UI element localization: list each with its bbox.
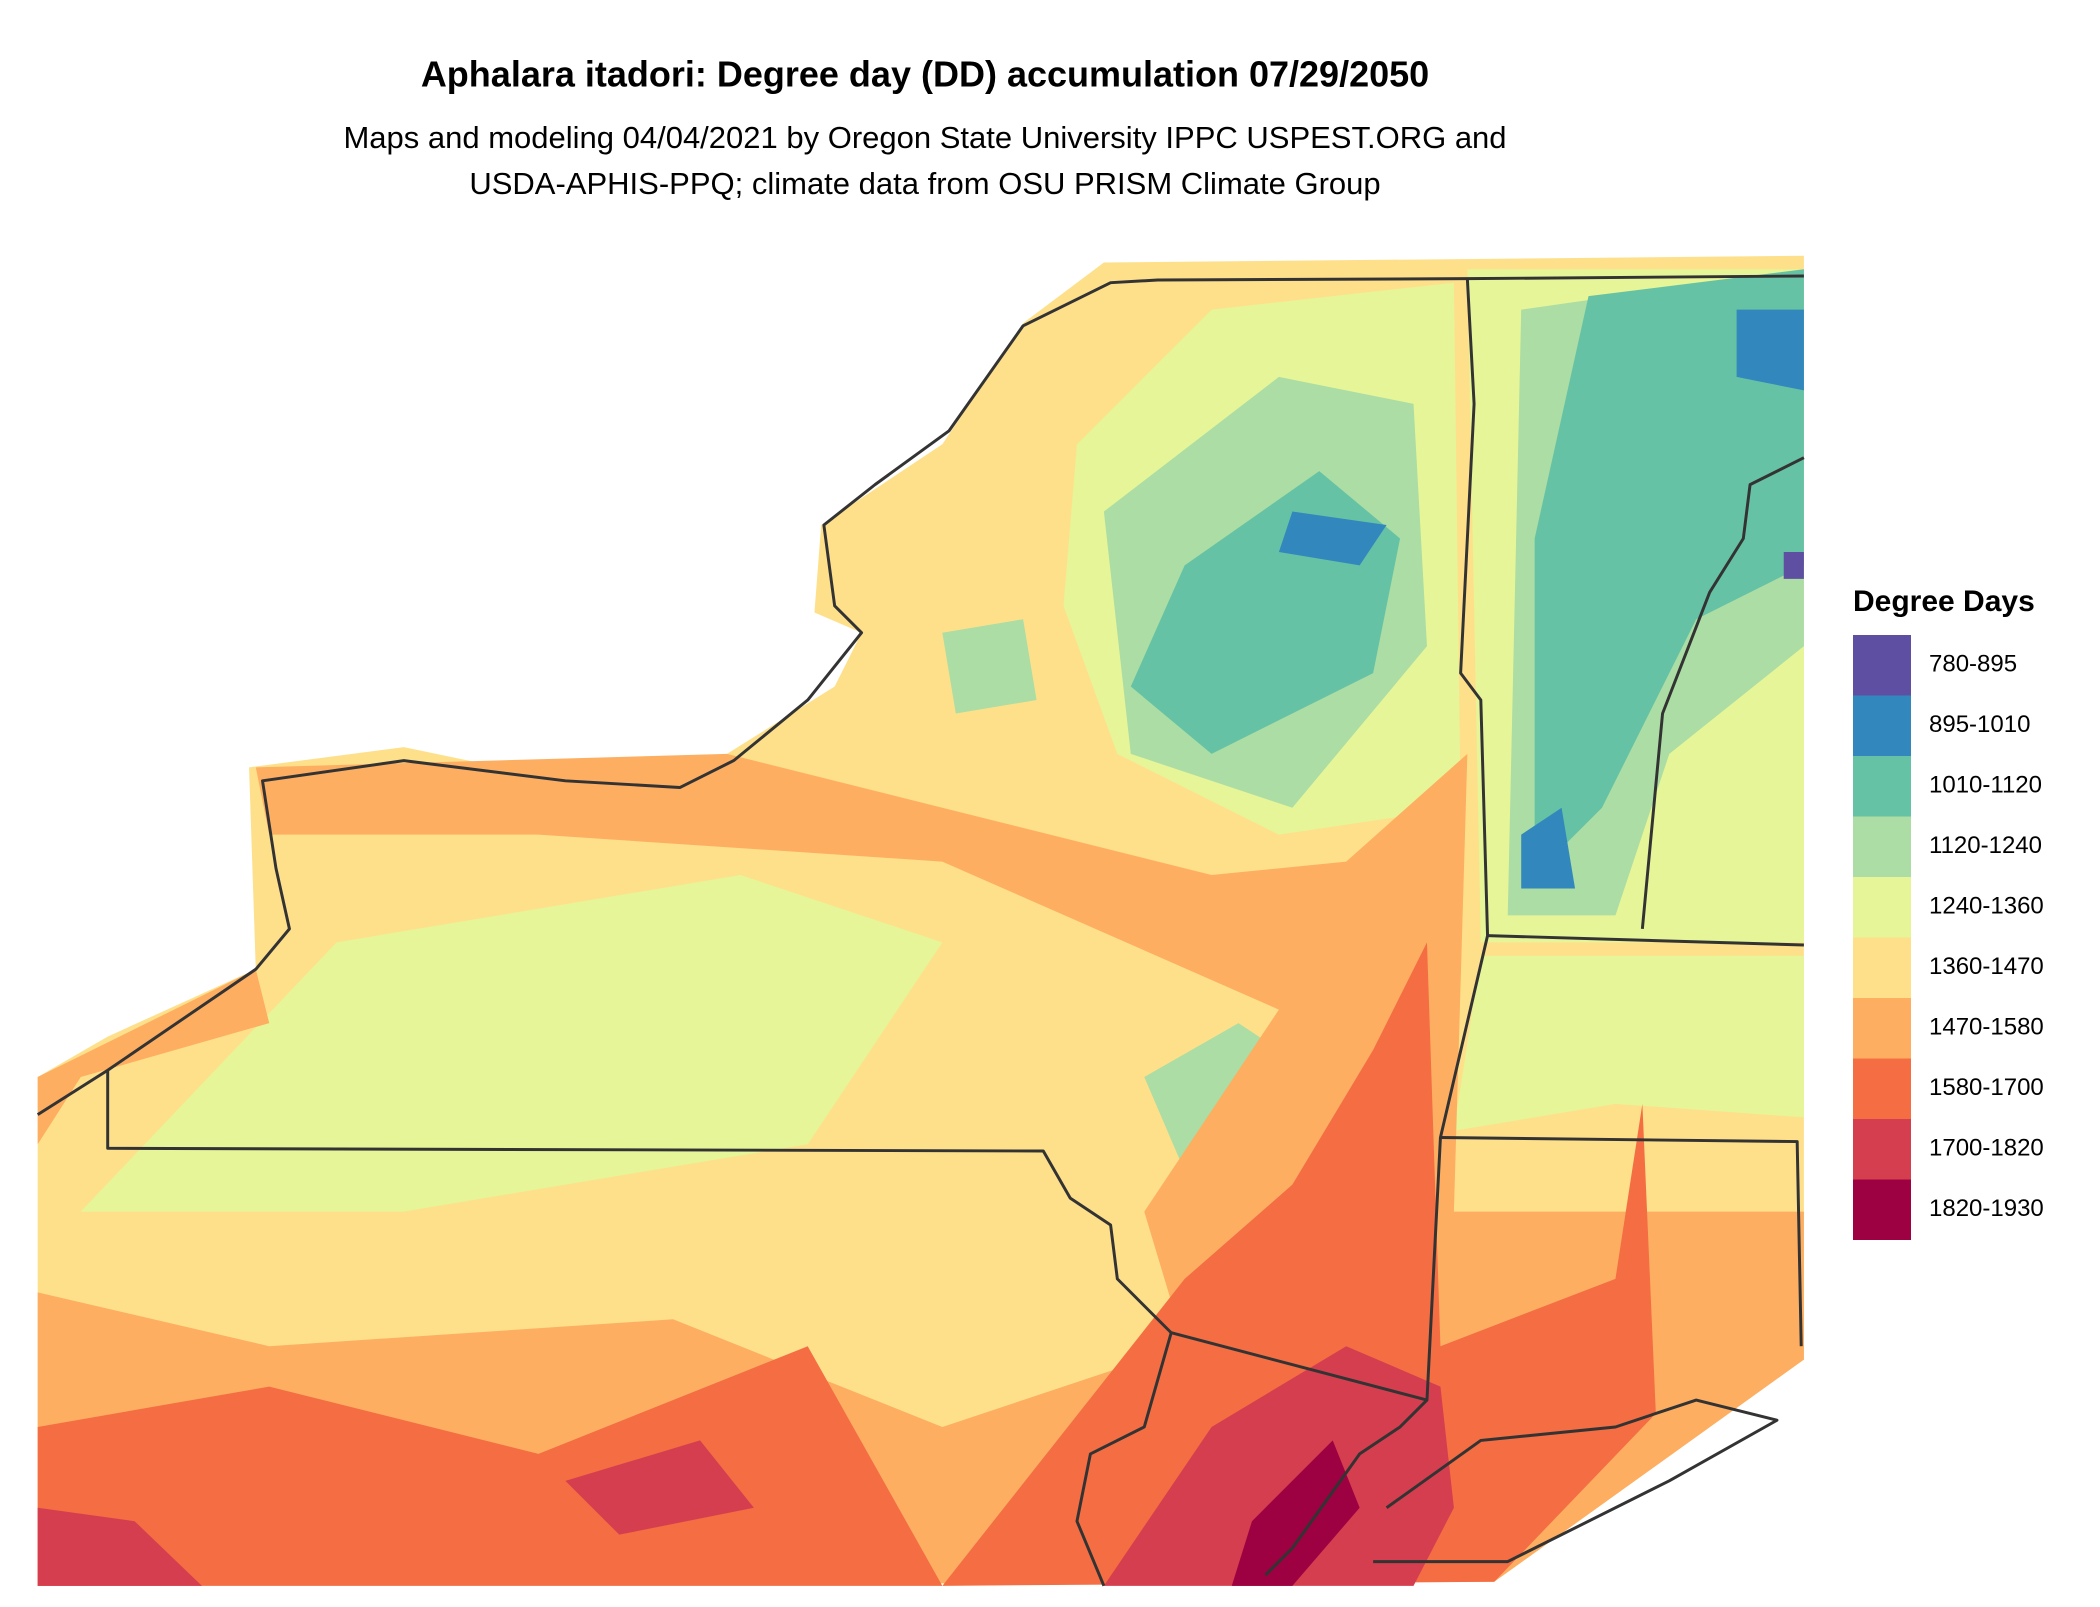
legend-swatch xyxy=(1853,1119,1911,1180)
region xyxy=(1736,309,1804,391)
region xyxy=(942,942,1656,1586)
state-border xyxy=(106,278,1490,1402)
legend-swatch xyxy=(1853,937,1911,998)
region xyxy=(1103,1346,1454,1586)
legend-label: 1360-1470 xyxy=(1929,953,2044,980)
map-subtitle: Maps and modeling 04/04/2021 by Oregon S… xyxy=(343,120,1506,155)
region xyxy=(565,1440,754,1535)
legend-swatch xyxy=(1853,1058,1911,1119)
legend-swatch xyxy=(1853,695,1911,756)
map-subtitle: USDA-APHIS-PPQ; climate data from OSU PR… xyxy=(469,166,1380,201)
region xyxy=(37,1507,202,1586)
region xyxy=(1231,1440,1360,1586)
legend-label: 895-1010 xyxy=(1929,711,2030,738)
state-border xyxy=(1075,1332,1779,1587)
legend-label: 1580-1700 xyxy=(1929,1074,2044,1101)
legend-swatch xyxy=(1853,816,1911,877)
map xyxy=(36,255,1805,1587)
region xyxy=(1783,551,1804,579)
legend-swatch xyxy=(1853,998,1911,1059)
legend-swatch xyxy=(1853,756,1911,817)
region xyxy=(37,1346,943,1586)
state-border xyxy=(36,274,1804,1116)
legend-label: 1240-1360 xyxy=(1929,892,2044,919)
region xyxy=(1278,511,1387,566)
map-title: Aphalara itadori: Degree day (DD) accumu… xyxy=(421,54,1429,95)
region xyxy=(942,619,1037,714)
region xyxy=(37,969,270,1145)
legend-label: 1120-1240 xyxy=(1929,832,2042,859)
legend-swatch xyxy=(1853,1179,1911,1240)
region xyxy=(1453,955,1804,1131)
legend-title: Degree Days xyxy=(1853,585,2035,618)
legend-label: 1470-1580 xyxy=(1929,1013,2044,1040)
legend-label: 1820-1930 xyxy=(1929,1195,2044,1222)
legend-swatch xyxy=(1853,877,1911,938)
region xyxy=(80,875,943,1212)
legend-label: 1700-1820 xyxy=(1929,1134,2044,1161)
region xyxy=(1534,269,1804,876)
state-border xyxy=(1440,456,1805,1347)
legend-label: 780-895 xyxy=(1929,650,2017,677)
legend: 780-895 895-1010 1010-1120 1120-1240 1240-13… xyxy=(1853,635,2044,1240)
region xyxy=(1521,807,1576,889)
legend-swatch xyxy=(1853,635,1911,696)
legend-label: 1010-1120 xyxy=(1929,771,2042,798)
